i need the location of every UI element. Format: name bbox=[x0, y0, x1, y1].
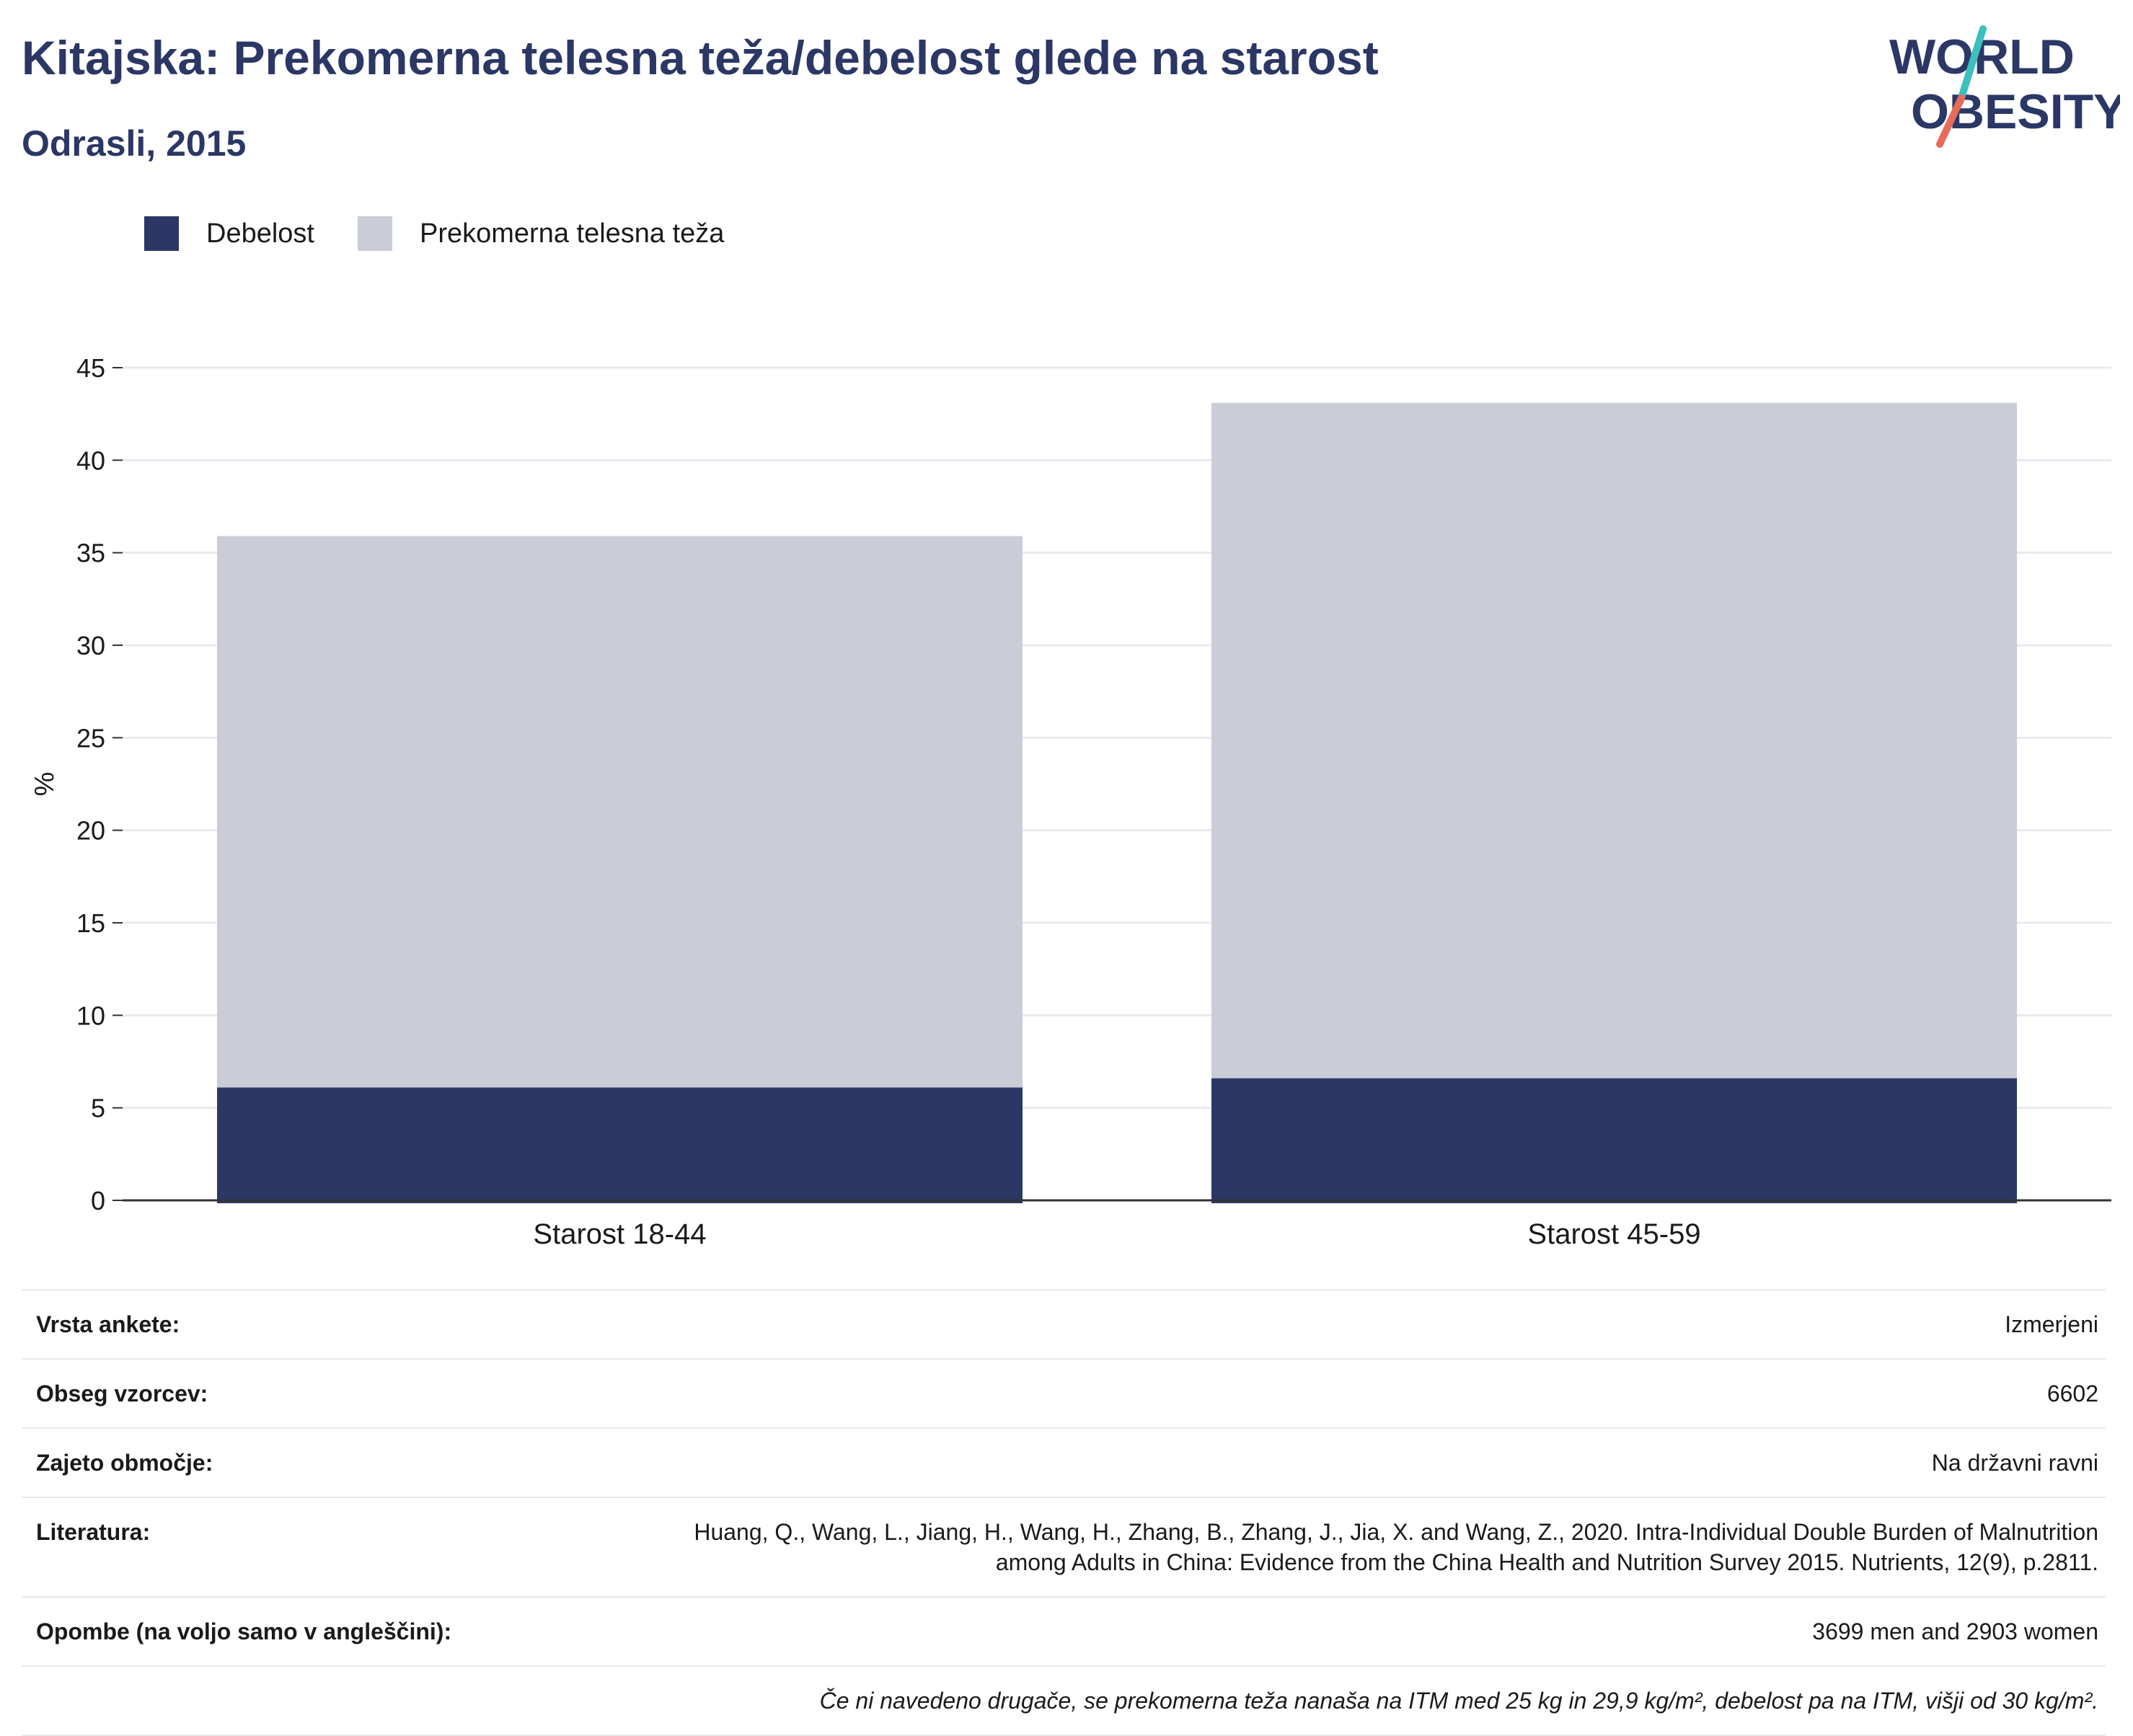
stacked-bar-chart: 0 5 10 15 20 25 30 35 40 45% Starost 18-44 Starost … bbox=[30, 353, 2111, 1250]
legend-swatch-overweight bbox=[357, 216, 392, 251]
y-tick-label: 35 bbox=[76, 539, 105, 568]
survey-info-table: Vrsta ankete: Izmerjeni Obseg vzorcev: 6… bbox=[22, 1289, 2106, 1736]
bar-obesity bbox=[217, 1087, 1023, 1203]
y-tick-label: 45 bbox=[76, 353, 105, 383]
info-value: 3699 men and 2903 women bbox=[1812, 1618, 2098, 1644]
x-tick-label: Starost 45-59 bbox=[1527, 1218, 1700, 1250]
y-tick-label: 0 bbox=[91, 1186, 105, 1215]
info-value: Izmerjeni bbox=[2005, 1311, 2098, 1337]
info-value: 6602 bbox=[2046, 1381, 2098, 1407]
info-row-sample-size: Obseg vzorcev: 6602 bbox=[22, 1358, 2106, 1427]
info-footnote-row: Če ni navedeno drugače, se prekomerna te… bbox=[22, 1665, 2106, 1736]
info-value: Na državni ravni bbox=[1931, 1450, 2098, 1476]
legend-swatch-obesity bbox=[144, 216, 179, 251]
y-axis-label: % bbox=[30, 772, 60, 797]
legend-label-overweight: Prekomerna telesna teža bbox=[419, 218, 725, 249]
y-tick-label: 15 bbox=[76, 908, 105, 938]
info-label: Obseg vzorcev: bbox=[36, 1381, 208, 1407]
y-tick-label: 30 bbox=[76, 631, 105, 660]
y-tick-label: 20 bbox=[76, 816, 105, 846]
bmi-definition-footnote: Če ni navedeno drugače, se prekomerna te… bbox=[819, 1688, 2098, 1714]
info-row-notes: Opombe (na voljo samo v angleščini): 369… bbox=[22, 1596, 2106, 1665]
x-tick-label: Starost 18-44 bbox=[533, 1218, 706, 1250]
logo-slash-bottom bbox=[1936, 94, 1965, 148]
y-tick-label: 40 bbox=[76, 446, 105, 475]
literature-line-2: among Adults in China: Evidence from the… bbox=[995, 1549, 2098, 1575]
legend-item-overweight[interactable]: Prekomerna telesna teža bbox=[357, 216, 725, 251]
world-obesity-logo: WORLD OBESITY bbox=[1889, 25, 2120, 148]
info-value-literature: Huang, Q., Wang, L., Jiang, H., Wang, H.… bbox=[694, 1517, 2098, 1577]
chart-legend: Debelost Prekomerna telesna teža bbox=[144, 213, 767, 254]
info-row-literature: Literatura: Huang, Q., Wang, L., Jiang, … bbox=[22, 1497, 2106, 1596]
bar-obesity bbox=[1211, 1078, 2017, 1203]
legend-item-obesity[interactable]: Debelost bbox=[144, 216, 314, 251]
y-tick-label: 5 bbox=[91, 1094, 105, 1123]
info-label: Zajeto območje: bbox=[36, 1450, 213, 1476]
info-row-area-covered: Zajeto območje: Na državni ravni bbox=[22, 1427, 2106, 1497]
y-tick-label: 25 bbox=[76, 723, 105, 753]
legend-label-obesity: Debelost bbox=[206, 218, 314, 249]
info-label: Opombe (na voljo samo v angleščini): bbox=[36, 1618, 452, 1644]
logo-slash-top bbox=[1956, 25, 1987, 106]
y-tick-label: 10 bbox=[76, 1001, 105, 1030]
page-title: Kitajska: Prekomerna telesna teža/debelo… bbox=[22, 31, 1379, 84]
info-label: Literatura: bbox=[36, 1519, 151, 1545]
bar-overweight bbox=[217, 536, 1023, 1088]
info-row-survey-type: Vrsta ankete: Izmerjeni bbox=[22, 1289, 2106, 1358]
bar-overweight bbox=[1211, 402, 2017, 1079]
literature-line-1: Huang, Q., Wang, L., Jiang, H., Wang, H.… bbox=[694, 1519, 2098, 1545]
page-subtitle: Odrasli, 2015 bbox=[22, 123, 247, 164]
info-label: Vrsta ankete: bbox=[36, 1311, 180, 1337]
